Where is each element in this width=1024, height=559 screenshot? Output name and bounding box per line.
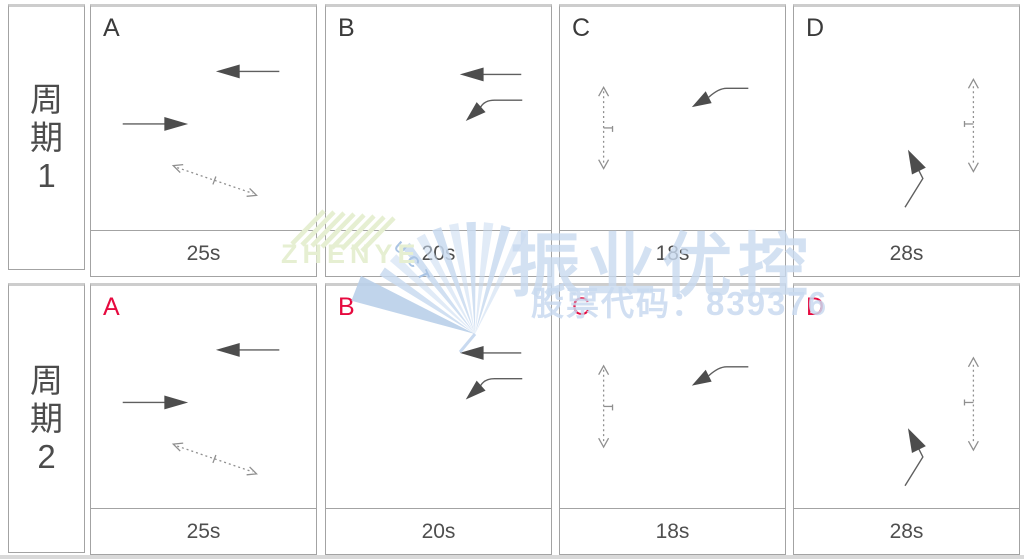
- phase-cell-cycle1-D[interactable]: D 28s: [793, 4, 1020, 277]
- phase-letter: C: [572, 293, 591, 321]
- phase-duration: 18s: [560, 230, 785, 276]
- phase-letter: B: [338, 293, 355, 321]
- phase-letter: A: [103, 14, 120, 42]
- phase-duration: 20s: [326, 230, 551, 276]
- cycle-label-char: 期: [30, 399, 63, 437]
- phase-duration: 20s: [326, 508, 551, 554]
- phase-D-movement-arrows: [904, 78, 980, 208]
- phase-A-movement-arrows: [122, 342, 281, 476]
- phase-cell-cycle1-C[interactable]: C 18s: [559, 4, 786, 277]
- phase-cell-cycle2-C[interactable]: C 18s: [559, 283, 786, 555]
- phase-letter: D: [806, 293, 825, 321]
- phase-C-movement-arrows: [597, 365, 750, 448]
- phase-duration: 28s: [794, 230, 1019, 276]
- phase-cell-cycle2-D[interactable]: D 28s: [793, 283, 1020, 555]
- phase-cell-cycle1-A[interactable]: A 25s: [90, 4, 317, 277]
- phase-duration: 25s: [91, 508, 316, 554]
- cycle-2-label-box: 周 期 2: [8, 283, 85, 553]
- phase-letter: C: [572, 14, 591, 42]
- bottom-edge-strip: [0, 555, 1024, 559]
- phase-duration: 25s: [91, 230, 316, 276]
- phase-A-movement-arrows: [122, 63, 281, 198]
- phase-cell-cycle2-B[interactable]: B 20s: [325, 283, 552, 555]
- cycle-label-char: 1: [37, 157, 56, 195]
- phase-letter: A: [103, 293, 120, 321]
- phase-cell-cycle1-B[interactable]: B 20s: [325, 4, 552, 277]
- phase-letter: D: [806, 14, 825, 42]
- phase-cell-cycle2-A[interactable]: A 25s: [90, 283, 317, 555]
- phase-D-movement-arrows: [904, 357, 980, 487]
- phase-duration: 28s: [794, 508, 1019, 554]
- cycle-label-char: 周: [30, 80, 63, 118]
- phase-duration: 18s: [560, 508, 785, 554]
- phase-letter: B: [338, 14, 355, 42]
- phase-B-movement-arrows: [459, 345, 523, 401]
- cycle-label-char: 2: [37, 438, 56, 476]
- cycle-label-char: 周: [30, 361, 63, 399]
- phase-B-movement-arrows: [459, 66, 523, 122]
- cycle-label-char: 期: [30, 118, 63, 156]
- phase-C-movement-arrows: [597, 86, 750, 170]
- cycle-1-label-box: 周 期 1: [8, 4, 85, 270]
